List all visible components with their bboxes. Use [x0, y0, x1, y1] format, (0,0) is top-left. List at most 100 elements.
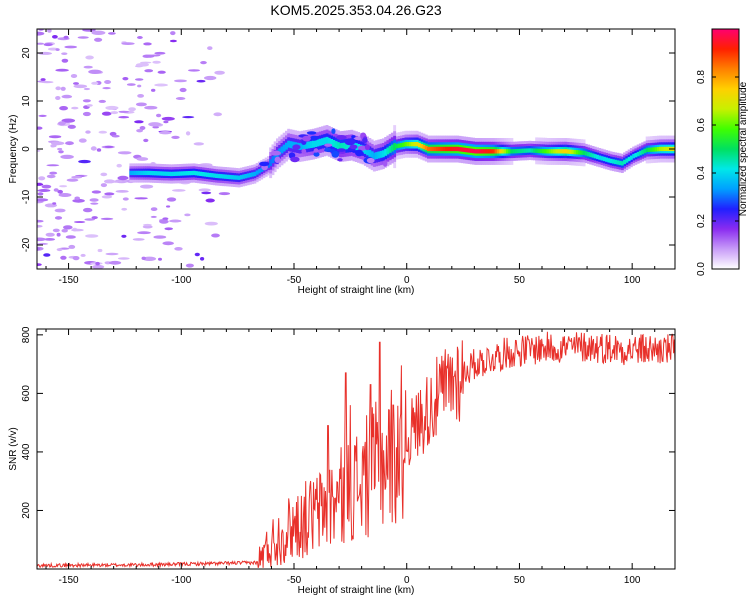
spectrogram-blob — [290, 156, 300, 163]
spectrogram-ridge-cell — [627, 156, 631, 162]
spectrogram-ridge-cell — [465, 148, 469, 153]
spectrogram-ridge-cell — [551, 149, 554, 154]
spectrogram-noise-cell — [98, 99, 107, 103]
spectrogram-noise-cell — [38, 114, 47, 117]
spectrogram-ridge-cell — [242, 174, 246, 179]
spectrogram-noise-cell — [37, 237, 46, 242]
spectrogram-ridge-cell — [370, 151, 374, 159]
spectrogram-noise-cell — [56, 232, 61, 237]
spectrogram-noise-cell — [74, 196, 80, 200]
spectrogram-ridge-cell — [618, 160, 622, 166]
spectrogram-xtick-label: -100 — [171, 275, 191, 286]
spectrogram-noise-cell — [169, 219, 182, 223]
spectrogram-ridge-cell — [409, 142, 412, 147]
spectrogram-noise-cell — [126, 83, 136, 86]
spectrogram-noise-cell — [41, 184, 52, 189]
spectrogram-noise-cell — [122, 77, 129, 81]
spectrogram-noise-cell — [135, 78, 144, 81]
spectrogram-noise-cell — [57, 189, 63, 194]
spectrogram-ridge-cell — [650, 147, 654, 152]
spectrogram-ridge-cell — [179, 171, 182, 176]
spectrogram-ridge-cell — [305, 141, 309, 149]
spectrogram-noise-cell — [82, 29, 96, 32]
spectrogram-ridge-cell — [422, 144, 426, 150]
spectrogram-noise-cell — [91, 81, 99, 85]
spectrogram-ridge-cell — [555, 149, 559, 154]
spectrogram-noise-cell — [179, 87, 187, 93]
spectrogram-noise-cell — [37, 219, 44, 223]
spectrogram-ridge-cell — [300, 142, 304, 150]
spectrogram-ridge-cell — [521, 148, 525, 153]
spectrogram-ridge-cell — [560, 149, 563, 154]
spectrogram-noise-cell — [104, 145, 114, 148]
spectrogram-ridge-cell — [436, 146, 439, 152]
spectrogram-blob — [364, 144, 370, 151]
spectrogram-ridge-cell — [386, 147, 390, 155]
spectrogram-ridge-cell — [607, 158, 611, 163]
spectrogram-noise-cell — [97, 248, 103, 253]
spectrogram-noise-cell — [137, 94, 145, 98]
spectrogram-noise-cell — [156, 113, 162, 118]
snr-xtick-label: 0 — [404, 575, 410, 586]
spectrogram-noise-cell — [143, 42, 152, 46]
spectrogram-ridge-cell — [172, 171, 176, 176]
spectrogram-noise-cell — [83, 87, 91, 91]
spectrogram-ridge-cell — [641, 149, 645, 155]
spectrogram-ridge-cell — [496, 149, 500, 154]
spectrogram-noise-cell — [171, 135, 180, 139]
spectrogram-ridge-cell — [165, 171, 169, 176]
spectrogram-xtick-label: -150 — [59, 275, 79, 286]
spectrogram-blob — [302, 135, 311, 142]
spectrogram-noise-cell — [82, 111, 91, 117]
spectrogram-blob — [337, 158, 343, 162]
spectrogram-ridge-cell — [485, 149, 489, 154]
spectrogram-noise-cell — [83, 207, 93, 213]
spectrogram-ridge-cell — [539, 148, 543, 154]
spectrogram-noise-cell — [140, 184, 154, 189]
spectrogram-noise-cell — [147, 54, 161, 57]
spectrogram-noise-cell — [175, 97, 186, 100]
spectrogram-noise-cell — [37, 224, 43, 228]
snr-ytick-label: 200 — [21, 502, 32, 519]
colorbar-gradient — [712, 29, 739, 269]
spectrogram-noise-cell — [49, 171, 58, 175]
spectrogram-noise-cell — [142, 225, 153, 229]
spectrogram-ridge-cell — [596, 154, 599, 160]
spectrogram-ridge-cell — [271, 156, 275, 164]
spectrogram-noise-cell — [170, 31, 176, 36]
spectrogram-ridge-cell — [327, 137, 331, 145]
spectrogram-noise-cell — [142, 256, 157, 261]
spectrogram-ridge-cell — [239, 175, 243, 180]
snr-xlabel: Height of straight line (km) — [298, 585, 415, 596]
spectrogram-blob — [357, 145, 367, 151]
spectrogram-noise-cell — [37, 247, 41, 251]
spectrogram-ridge-cell — [557, 149, 561, 154]
spectrogram-ridge-cell — [402, 142, 406, 147]
spectrogram-ridge-cell — [190, 170, 194, 176]
spectrogram-ridge-cell — [372, 152, 376, 160]
spectrogram-noise-cell — [143, 138, 149, 143]
spectrogram-noise-cell — [198, 188, 211, 192]
spectrogram-noise-cell — [77, 36, 89, 39]
spectrogram-ylabel: Frequency (Hz) — [8, 115, 19, 184]
spectrogram-noise-cell — [117, 151, 132, 155]
spectrogram-noise-cell — [58, 150, 64, 154]
spectrogram-noise-cell — [52, 35, 58, 39]
spectrogram-ridge-cell — [657, 147, 660, 152]
spectrogram-noise-cell — [88, 69, 102, 75]
spectrogram-ridge-cell — [170, 171, 173, 177]
spectrogram-blob — [331, 150, 340, 158]
spectrogram-noise-cell — [154, 51, 166, 55]
spectrogram-xtick-label: 50 — [514, 275, 526, 286]
spectrogram-ridge-cell — [472, 148, 475, 154]
spectrogram-noise-cell — [104, 192, 115, 196]
spectrogram-noise-cell — [53, 188, 59, 192]
spectrogram-noise-cell — [63, 225, 73, 230]
spectrogram-ridge-cell — [255, 170, 259, 175]
spectrogram-noise-cell — [91, 30, 106, 35]
spectrogram-noise-cell — [105, 252, 119, 256]
spectrogram-blob — [274, 156, 281, 163]
spectrogram-ridge-cell — [206, 172, 209, 177]
spectrogram-ridge-cell — [533, 148, 536, 153]
spectrogram-ridge-cell — [478, 149, 482, 154]
